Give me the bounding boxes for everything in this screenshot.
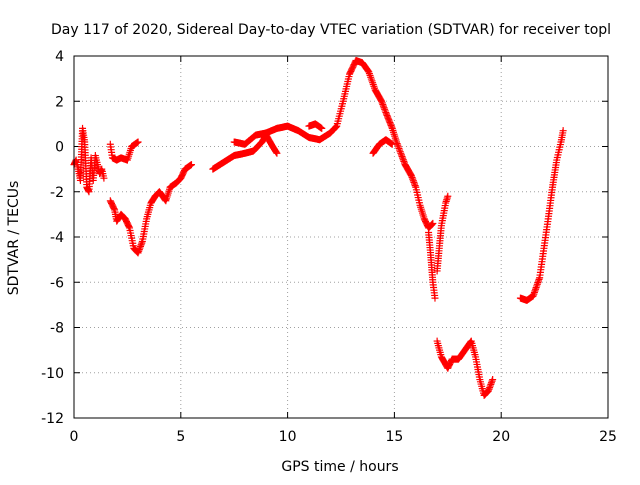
data-point	[137, 242, 145, 250]
data-point	[486, 382, 494, 390]
plot-frame	[73, 55, 609, 419]
y-axis-title: SDTVAR / TECUs	[6, 181, 22, 296]
data-point	[409, 177, 417, 185]
data-point	[489, 376, 497, 384]
data-point	[125, 223, 133, 231]
data-point	[488, 377, 496, 385]
data-point	[135, 246, 143, 254]
data-point	[318, 124, 326, 132]
data-point	[395, 144, 403, 152]
y-tick-label: -10	[41, 366, 64, 382]
x-tick-label: 20	[492, 429, 510, 445]
data-point	[138, 239, 146, 247]
x-tick-label: 15	[385, 429, 403, 445]
y-tick-label: 0	[55, 140, 64, 156]
data-point	[187, 161, 195, 169]
x-tick-label: 0	[70, 429, 79, 445]
data-point	[559, 127, 567, 135]
data-point	[100, 174, 108, 182]
data-point	[429, 219, 437, 227]
data-point	[408, 174, 416, 182]
x-tick-label: 5	[176, 429, 185, 445]
y-tick-label: 2	[55, 94, 64, 110]
data-points	[70, 57, 567, 399]
data-point	[379, 100, 387, 108]
y-tick-label: -12	[41, 411, 64, 427]
data-point	[136, 244, 144, 252]
data-point	[135, 247, 143, 255]
data-point	[400, 157, 408, 165]
data-point	[379, 102, 387, 110]
data-point	[273, 149, 281, 157]
data-point	[428, 220, 436, 228]
data-point	[487, 379, 495, 387]
data-point	[397, 149, 405, 157]
data-point	[484, 387, 492, 395]
y-tick-label: -6	[50, 275, 64, 291]
data-point	[444, 192, 452, 200]
y-tick-label: -4	[50, 230, 64, 246]
grid	[74, 56, 608, 418]
data-point	[411, 180, 419, 188]
data-point	[388, 140, 396, 148]
data-point	[394, 143, 402, 151]
data-point	[487, 380, 495, 388]
data-point	[134, 138, 142, 146]
data-point	[431, 294, 439, 302]
x-tick-label: 10	[279, 429, 297, 445]
data-point	[393, 138, 401, 146]
data-point	[398, 153, 406, 161]
data-point	[411, 182, 419, 190]
data-point	[396, 148, 404, 156]
chart-title: Day 117 of 2020, Sidereal Day-to-day VTE…	[51, 22, 611, 38]
data-point	[134, 249, 142, 257]
data-point	[137, 241, 145, 249]
y-tick-label: -2	[50, 185, 64, 201]
data-point	[378, 97, 386, 105]
data-point	[485, 385, 493, 393]
data-point	[272, 148, 280, 156]
data-point	[378, 99, 386, 107]
data-point	[407, 172, 415, 180]
x-axis-title: GPS time / hours	[281, 459, 398, 475]
data-point	[399, 154, 407, 162]
data-point	[381, 105, 389, 113]
data-point	[110, 205, 118, 213]
data-point	[396, 146, 404, 154]
data-point	[397, 151, 405, 159]
data-point	[381, 107, 389, 115]
x-tick-label: 25	[599, 429, 617, 445]
data-point	[399, 156, 407, 164]
data-point	[410, 178, 418, 186]
data-point	[486, 384, 494, 392]
y-tick-label: -8	[50, 321, 64, 337]
data-point	[409, 175, 417, 183]
data-point	[394, 141, 402, 149]
data-point	[428, 221, 436, 229]
data-point	[380, 104, 388, 112]
y-tick-label: 4	[55, 49, 64, 65]
